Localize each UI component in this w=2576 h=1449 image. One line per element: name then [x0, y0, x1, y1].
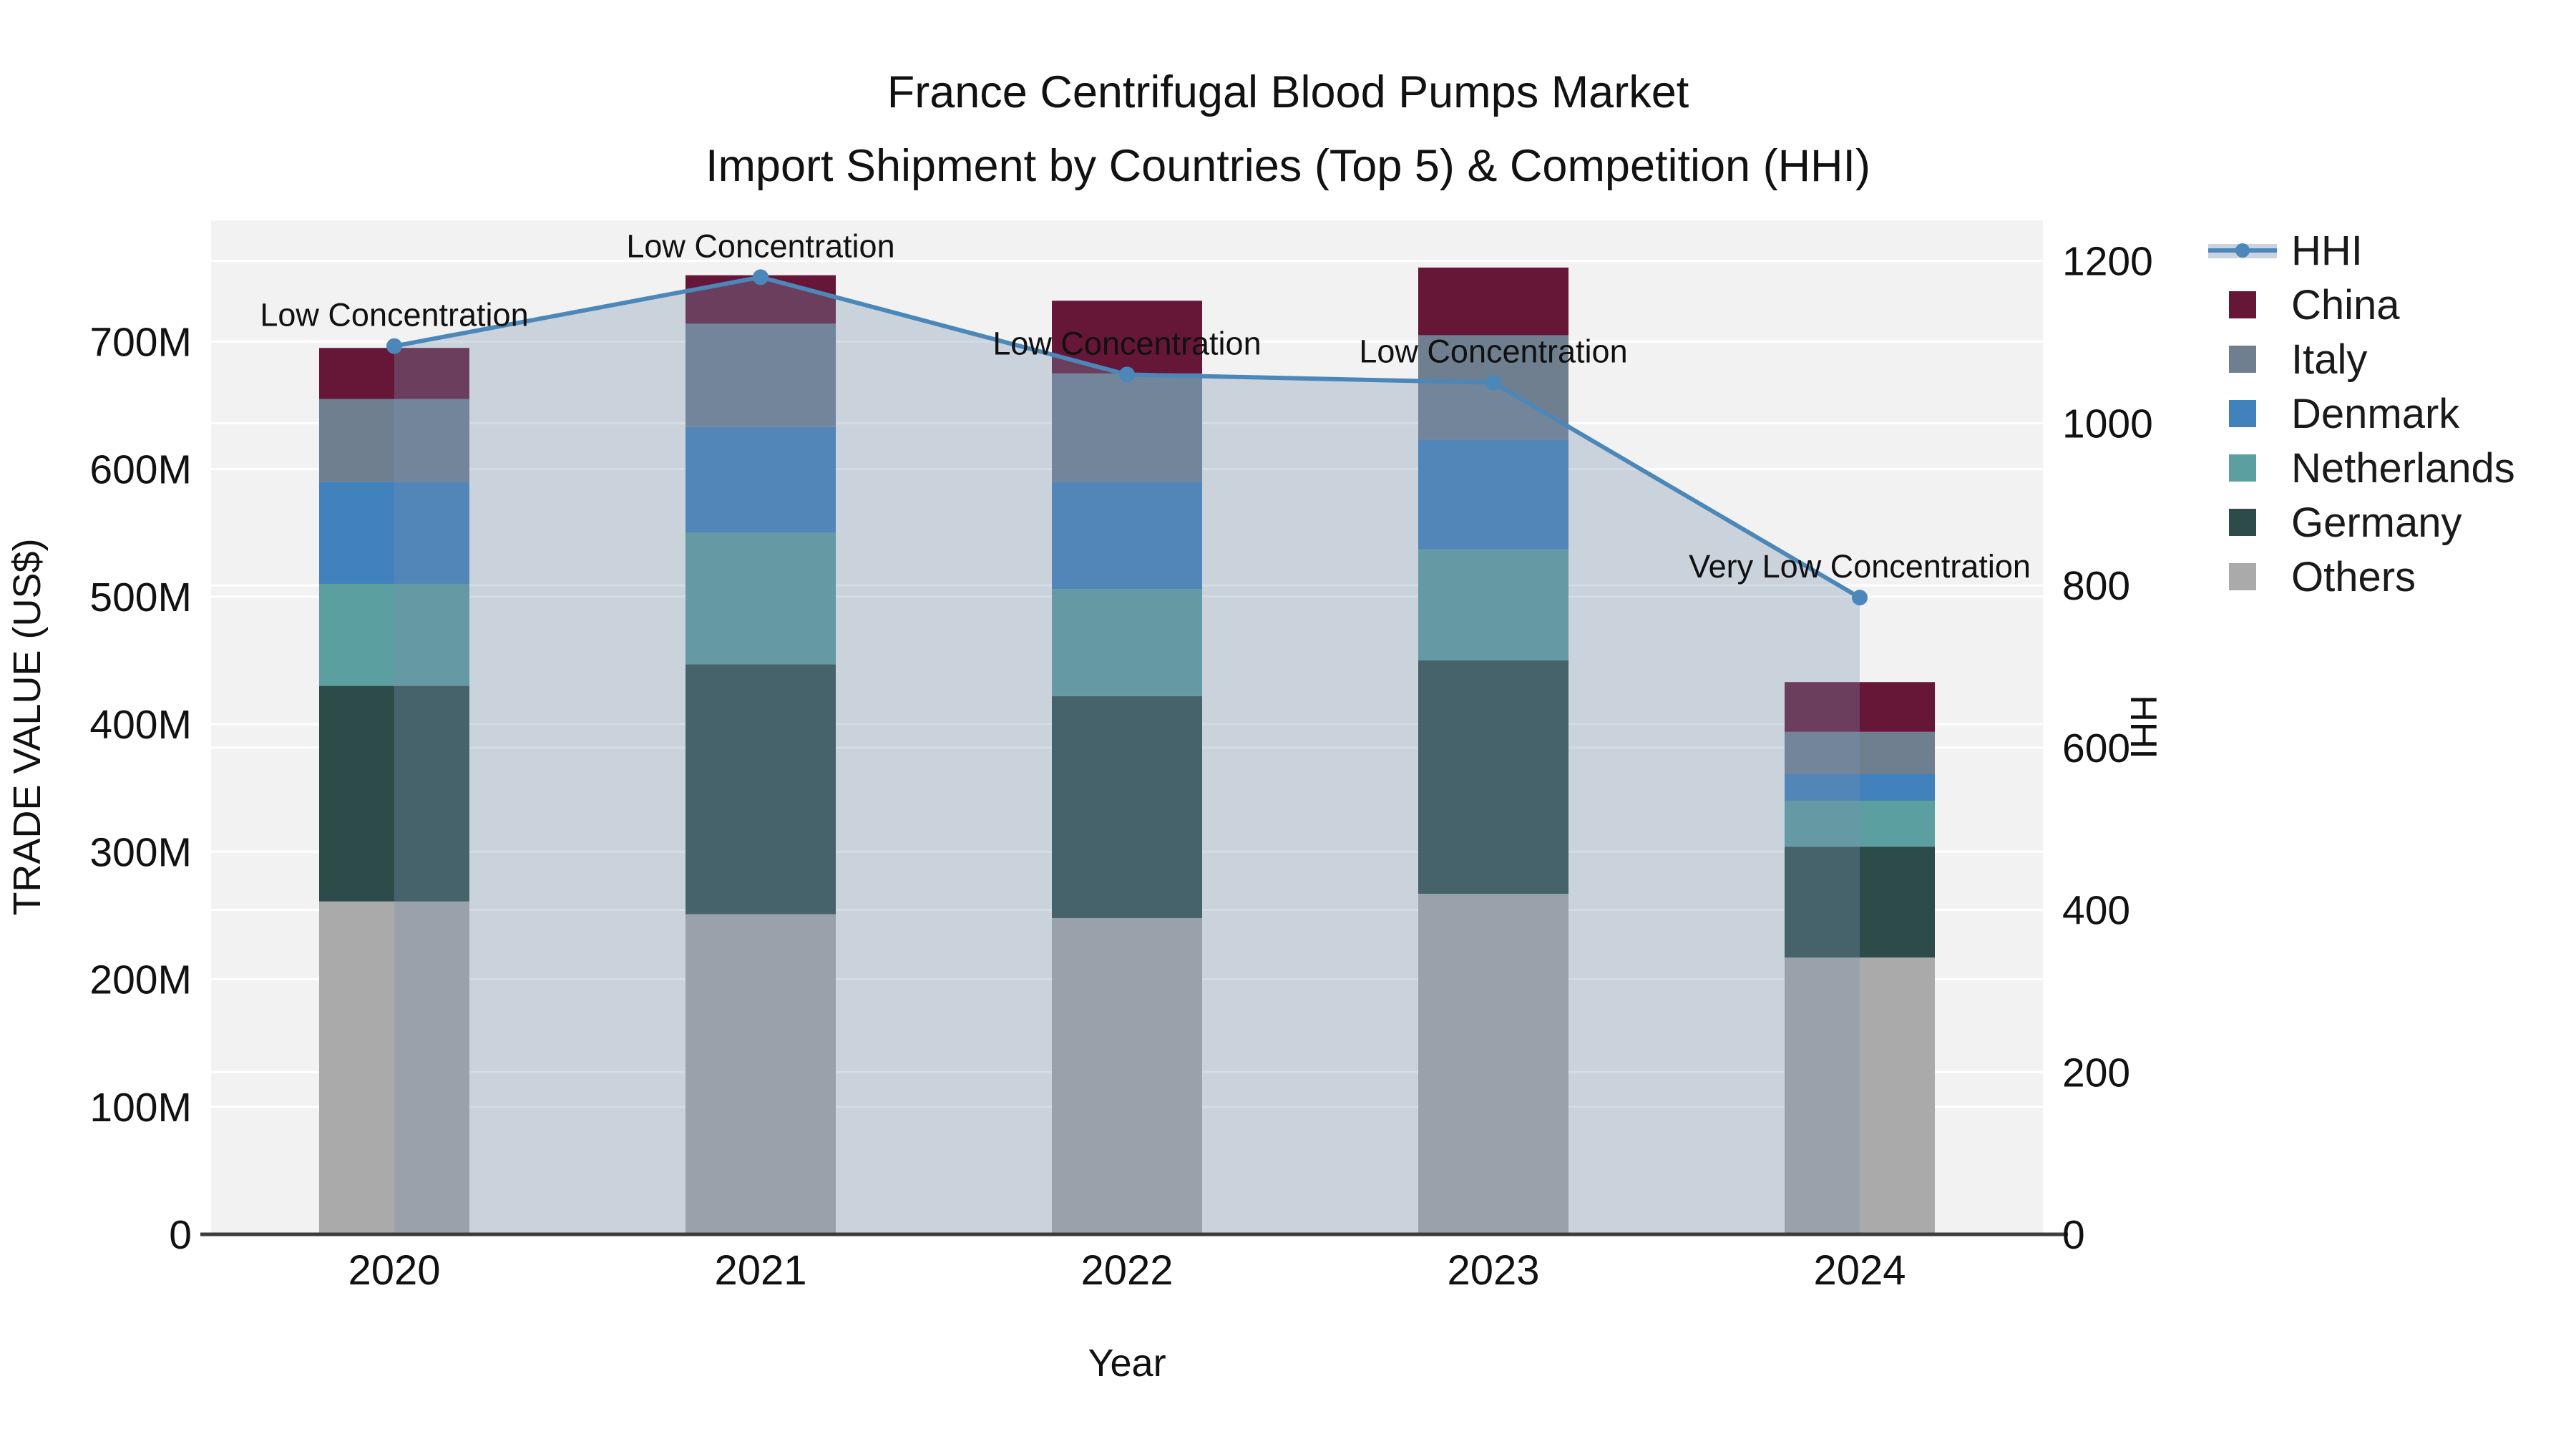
x-tick-2024[interactable]: 2024 — [1813, 1247, 1906, 1294]
hhi-marker-2024[interactable] — [1852, 590, 1868, 606]
y-right-axis-title: HHI — [2122, 695, 2164, 759]
hhi-marker-2020[interactable] — [386, 338, 402, 354]
y-left-tick-100M: 100M — [89, 1085, 192, 1131]
bar-segment-others-2021[interactable] — [686, 914, 836, 1234]
bar-segment-denmark-2021[interactable] — [686, 426, 836, 533]
legend-label-netherlands: Netherlands — [2291, 444, 2515, 492]
bar-segment-netherlands-2020[interactable] — [319, 583, 469, 686]
bar-segment-netherlands-2022[interactable] — [1052, 589, 1202, 696]
bar-segment-denmark-2024[interactable] — [1785, 774, 1935, 801]
hhi-marker-2021[interactable] — [753, 269, 769, 286]
chart-title-line1: France Centrifugal Blood Pumps Market — [887, 67, 1689, 117]
bar-segment-germany-2022[interactable] — [1052, 696, 1202, 918]
legend-label-others: Others — [2291, 553, 2416, 600]
x-tick-2023[interactable]: 2023 — [1447, 1247, 1539, 1294]
y-left-tick-0: 0 — [169, 1212, 192, 1258]
y-left-tick-300M: 300M — [89, 829, 192, 875]
y-left-axis-title: TRADE VALUE (US$) — [6, 538, 49, 916]
annotation-2020: Low Concentration — [260, 297, 528, 333]
bar-segment-china-2024[interactable] — [1785, 682, 1935, 732]
bar-segment-italy-2020[interactable] — [319, 399, 469, 482]
y-right-tick-800: 800 — [2062, 563, 2130, 609]
china-color-swatch-icon — [2208, 291, 2277, 318]
hhi-marker-2023[interactable] — [1485, 374, 1501, 391]
bar-segment-others-2020[interactable] — [319, 901, 469, 1234]
bar-segment-denmark-2023[interactable] — [1418, 439, 1568, 550]
annotation-2023: Low Concentration — [1359, 333, 1627, 370]
legend-label-denmark: Denmark — [2291, 390, 2460, 437]
chart-title-line2: Import Shipment by Countries (Top 5) & C… — [705, 141, 1871, 191]
hhi-line-swatch-icon — [2208, 235, 2277, 266]
y-left-tick-400M: 400M — [89, 702, 192, 748]
italy-color-swatch-icon — [2208, 346, 2277, 373]
x-axis-title: Year — [1088, 1342, 1166, 1385]
bar-segment-denmark-2022[interactable] — [1052, 482, 1202, 590]
legend-label-china: China — [2291, 281, 2400, 328]
germany-color-swatch-icon — [2208, 509, 2277, 536]
hhi-area-fill — [394, 277, 1860, 1234]
y-right-tick-600: 600 — [2062, 726, 2130, 771]
bar-segment-china-2023[interactable] — [1418, 267, 1568, 336]
legend-label-germany: Germany — [2291, 499, 2462, 546]
annotation-2021: Low Concentration — [626, 228, 894, 264]
y-right-tick-0: 0 — [2062, 1212, 2085, 1258]
legend-item-netherlands[interactable]: Netherlands — [2208, 441, 2515, 495]
legend-item-hhi[interactable]: HHI — [2208, 223, 2515, 278]
bar-segment-others-2022[interactable] — [1052, 917, 1202, 1234]
bar-segment-italy-2021[interactable] — [686, 323, 836, 427]
y-left-tick-700M: 700M — [89, 319, 192, 365]
x-tick-2021[interactable]: 2021 — [714, 1247, 806, 1294]
legend-item-others[interactable]: Others — [2208, 550, 2515, 604]
legend-item-denmark[interactable]: Denmark — [2208, 386, 2515, 441]
x-tick-2022[interactable]: 2022 — [1080, 1247, 1173, 1294]
bar-segment-italy-2022[interactable] — [1052, 373, 1202, 482]
denmark-color-swatch-icon — [2208, 400, 2277, 427]
legend-item-italy[interactable]: Italy — [2208, 332, 2515, 386]
chart-title: France Centrifugal Blood Pumps Market Im… — [706, 56, 1870, 203]
annotation-2022: Low Concentration — [992, 325, 1261, 361]
y-right-tick-1200: 1200 — [2062, 239, 2153, 285]
others-color-swatch-icon — [2208, 563, 2277, 590]
bar-segment-germany-2020[interactable] — [319, 686, 469, 902]
bar-segment-others-2023[interactable] — [1418, 894, 1568, 1234]
annotation-2024: Very Low Concentration — [1689, 548, 2031, 585]
y-right-tick-400: 400 — [2062, 888, 2130, 934]
hhi-marker-2022[interactable] — [1119, 366, 1135, 383]
bar-segment-denmark-2020[interactable] — [319, 482, 469, 584]
legend-item-germany[interactable]: Germany — [2208, 495, 2515, 550]
legend: HHI China Italy Denmark Netherlands Germany Ot… — [2208, 223, 2515, 604]
legend-label-hhi: HHI — [2291, 227, 2363, 274]
y-right-tick-1000: 1000 — [2062, 401, 2153, 447]
y-left-tick-600M: 600M — [89, 447, 192, 493]
y-left-tick-500M: 500M — [89, 575, 192, 620]
bar-segment-others-2024[interactable] — [1785, 957, 1935, 1234]
bar-segment-germany-2024[interactable] — [1785, 847, 1935, 958]
y-left-tick-200M: 200M — [89, 957, 192, 1003]
bar-segment-netherlands-2023[interactable] — [1418, 549, 1568, 660]
x-tick-2020[interactable]: 2020 — [348, 1247, 440, 1294]
bar-segment-germany-2021[interactable] — [686, 664, 836, 914]
bar-segment-germany-2023[interactable] — [1418, 660, 1568, 894]
bar-segment-italy-2024[interactable] — [1785, 731, 1935, 774]
bar-segment-china-2020[interactable] — [319, 348, 469, 399]
legend-item-china[interactable]: China — [2208, 278, 2515, 332]
y-right-tick-200: 200 — [2062, 1050, 2130, 1096]
bar-segment-netherlands-2021[interactable] — [686, 532, 836, 665]
bar-segment-netherlands-2024[interactable] — [1785, 800, 1935, 847]
legend-label-italy: Italy — [2291, 336, 2368, 383]
netherlands-color-swatch-icon — [2208, 454, 2277, 482]
